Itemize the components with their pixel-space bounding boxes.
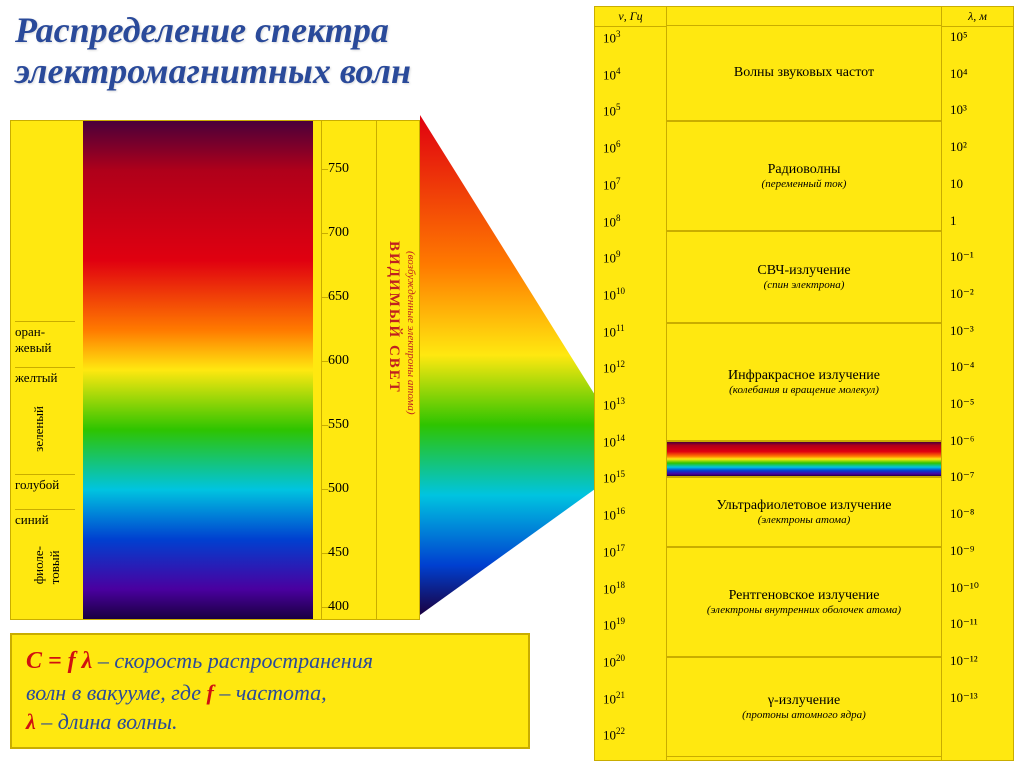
formula-lam: λ (26, 709, 36, 734)
title-line2: электромагнитных волн (15, 51, 411, 91)
color-label: голубой (15, 474, 75, 493)
nm-tick: 750 (328, 161, 349, 177)
band-title: γ-излучение (671, 693, 937, 709)
color-label: оран- жевый (15, 321, 75, 356)
formula-t4: – длина волны. (41, 709, 177, 734)
freq-tick: 109 (603, 249, 621, 266)
band-title: Радиоволны (671, 162, 937, 178)
wave-tick: 10³ (950, 102, 967, 118)
band-subtitle: (переменный ток) (671, 178, 937, 190)
band-subtitle: (спин электрона) (671, 279, 937, 291)
formula-t2: волн в вакууме, где (26, 680, 207, 705)
band-subtitle: (электроны атома) (671, 514, 937, 526)
wave-tick: 1 (950, 213, 957, 229)
band-title: СВЧ-излучение (671, 263, 937, 279)
freq-tick: 1015 (603, 469, 625, 486)
title-line1: Распределение спектра (15, 10, 389, 50)
formula-box: С = f λ – скорость распространения волн … (10, 633, 530, 749)
formula-f: f (207, 680, 214, 705)
freq-tick: 108 (603, 213, 621, 230)
wave-tick: 10⁻⁶ (950, 433, 974, 449)
freq-tick: 1010 (603, 286, 625, 303)
visible-band-marker (667, 441, 941, 477)
freq-tick: 1012 (603, 359, 625, 376)
band-title: Рентгеновское излучение (671, 588, 937, 604)
bands-column: Волны звуковых частот Радиоволны(переменн… (667, 7, 941, 760)
freq-tick: 104 (603, 66, 621, 83)
nm-tick: 700 (328, 225, 349, 241)
nm-tick: 450 (328, 545, 349, 561)
band-subtitle: (электроны внутренних оболочек атома) (671, 604, 937, 616)
freq-tick: 1011 (603, 323, 625, 340)
spectrum-band: Инфракрасное излучение(колебания и враще… (667, 323, 941, 441)
freq-tick: 1019 (603, 616, 625, 633)
wave-tick: 10⁻⁷ (950, 469, 974, 485)
spectrum-band: СВЧ-излучение(спин электрона) (667, 231, 941, 323)
freq-tick: 1017 (603, 543, 625, 560)
nm-tick: 650 (328, 289, 349, 305)
spectrum-band: Радиоволны(переменный ток) (667, 121, 941, 231)
freq-tick: 106 (603, 139, 621, 156)
spectrum-band: Ультрафиолетовое излучение(электроны ато… (667, 477, 941, 547)
page-title: Распределение спектра электромагнитных в… (15, 10, 411, 93)
freq-tick: 1013 (603, 396, 625, 413)
wave-tick: 10⁻¹³ (950, 690, 978, 706)
wave-tick: 10⁻¹ (950, 249, 974, 265)
spectrum-band: γ-излучение(протоны атомного ядра) (667, 657, 941, 757)
band-title: Ультрафиолетовое излучение (671, 498, 937, 514)
wave-tick: 10 (950, 176, 963, 192)
nm-tick: 400 (328, 599, 349, 615)
wave-tick: 10⁻¹⁰ (950, 580, 979, 596)
nm-axis: 750 700 650 600 550 500 450 400 (321, 121, 377, 619)
visible-light-label: ВИДИМЫЙ СВЕТ (385, 241, 402, 394)
visible-spectrum-panel: оран- жевый желтый зеленый голубой синий фиол… (10, 120, 420, 620)
color-label: фиоле- товый (31, 546, 63, 586)
freq-tick: 1018 (603, 580, 625, 597)
wave-tick: 10⁻¹² (950, 653, 978, 669)
wave-tick: 10⁻² (950, 286, 974, 302)
wave-tick: 10⁻¹¹ (950, 616, 978, 632)
formula-t1: – скорость распространения (98, 648, 373, 673)
projection-fan (420, 115, 620, 625)
wave-tick: 10⁻⁹ (950, 543, 974, 559)
spectrum-band: Волны звуковых частот (667, 25, 941, 121)
rainbow-gradient (83, 121, 313, 619)
freq-header: ν, Гц (595, 7, 666, 27)
color-label: желтый (15, 367, 75, 386)
freq-tick: 1020 (603, 653, 625, 670)
formula-t3: – частота, (219, 680, 326, 705)
wave-tick: 10⁻⁴ (950, 359, 974, 375)
freq-tick: 107 (603, 176, 621, 193)
freq-tick: 103 (603, 29, 621, 46)
color-label: зеленый (31, 406, 47, 454)
wave-tick: 10⁻⁵ (950, 396, 974, 412)
band-subtitle: (протоны атомного ядра) (671, 709, 937, 721)
nm-tick: 500 (328, 481, 349, 497)
spectrum-band: Рентгеновское излучение(электроны внутре… (667, 547, 941, 657)
wave-tick: 10⁵ (950, 29, 968, 45)
wavelength-column: λ, м 10⁵ 10⁴ 10³ 10² 10 1 10⁻¹ 10⁻² 10⁻³ 10⁻⁴ 10⁻⁵… (941, 7, 1013, 760)
wave-tick: 10⁴ (950, 66, 968, 82)
nm-tick: 600 (328, 353, 349, 369)
nm-tick: 550 (328, 417, 349, 433)
formula-c: С = f λ (26, 648, 92, 674)
freq-tick: 1022 (603, 726, 625, 743)
band-title: Инфракрасное излучение (671, 368, 937, 384)
color-name-column: оран- жевый желтый зеленый голубой синий фиол… (11, 121, 79, 619)
freq-tick: 1014 (603, 433, 625, 450)
band-title: Волны звуковых частот (671, 65, 937, 81)
wave-tick: 10² (950, 139, 967, 155)
freq-tick: 1016 (603, 506, 625, 523)
wave-header: λ, м (942, 7, 1013, 27)
full-spectrum-table: ν, Гц 103 104 105 106 107 108 109 1010 1011 1012 1… (594, 6, 1014, 761)
freq-tick: 1021 (603, 690, 625, 707)
wave-tick: 10⁻⁸ (950, 506, 974, 522)
frequency-column: ν, Гц 103 104 105 106 107 108 109 1010 1011 1012 1… (595, 7, 667, 760)
band-subtitle: (колебания и вращение молекул) (671, 384, 937, 396)
freq-tick: 105 (603, 102, 621, 119)
wave-tick: 10⁻³ (950, 323, 974, 339)
visible-light-sublabel: (возбужденные электроны атома) (405, 251, 417, 415)
color-label: синий (15, 509, 75, 528)
